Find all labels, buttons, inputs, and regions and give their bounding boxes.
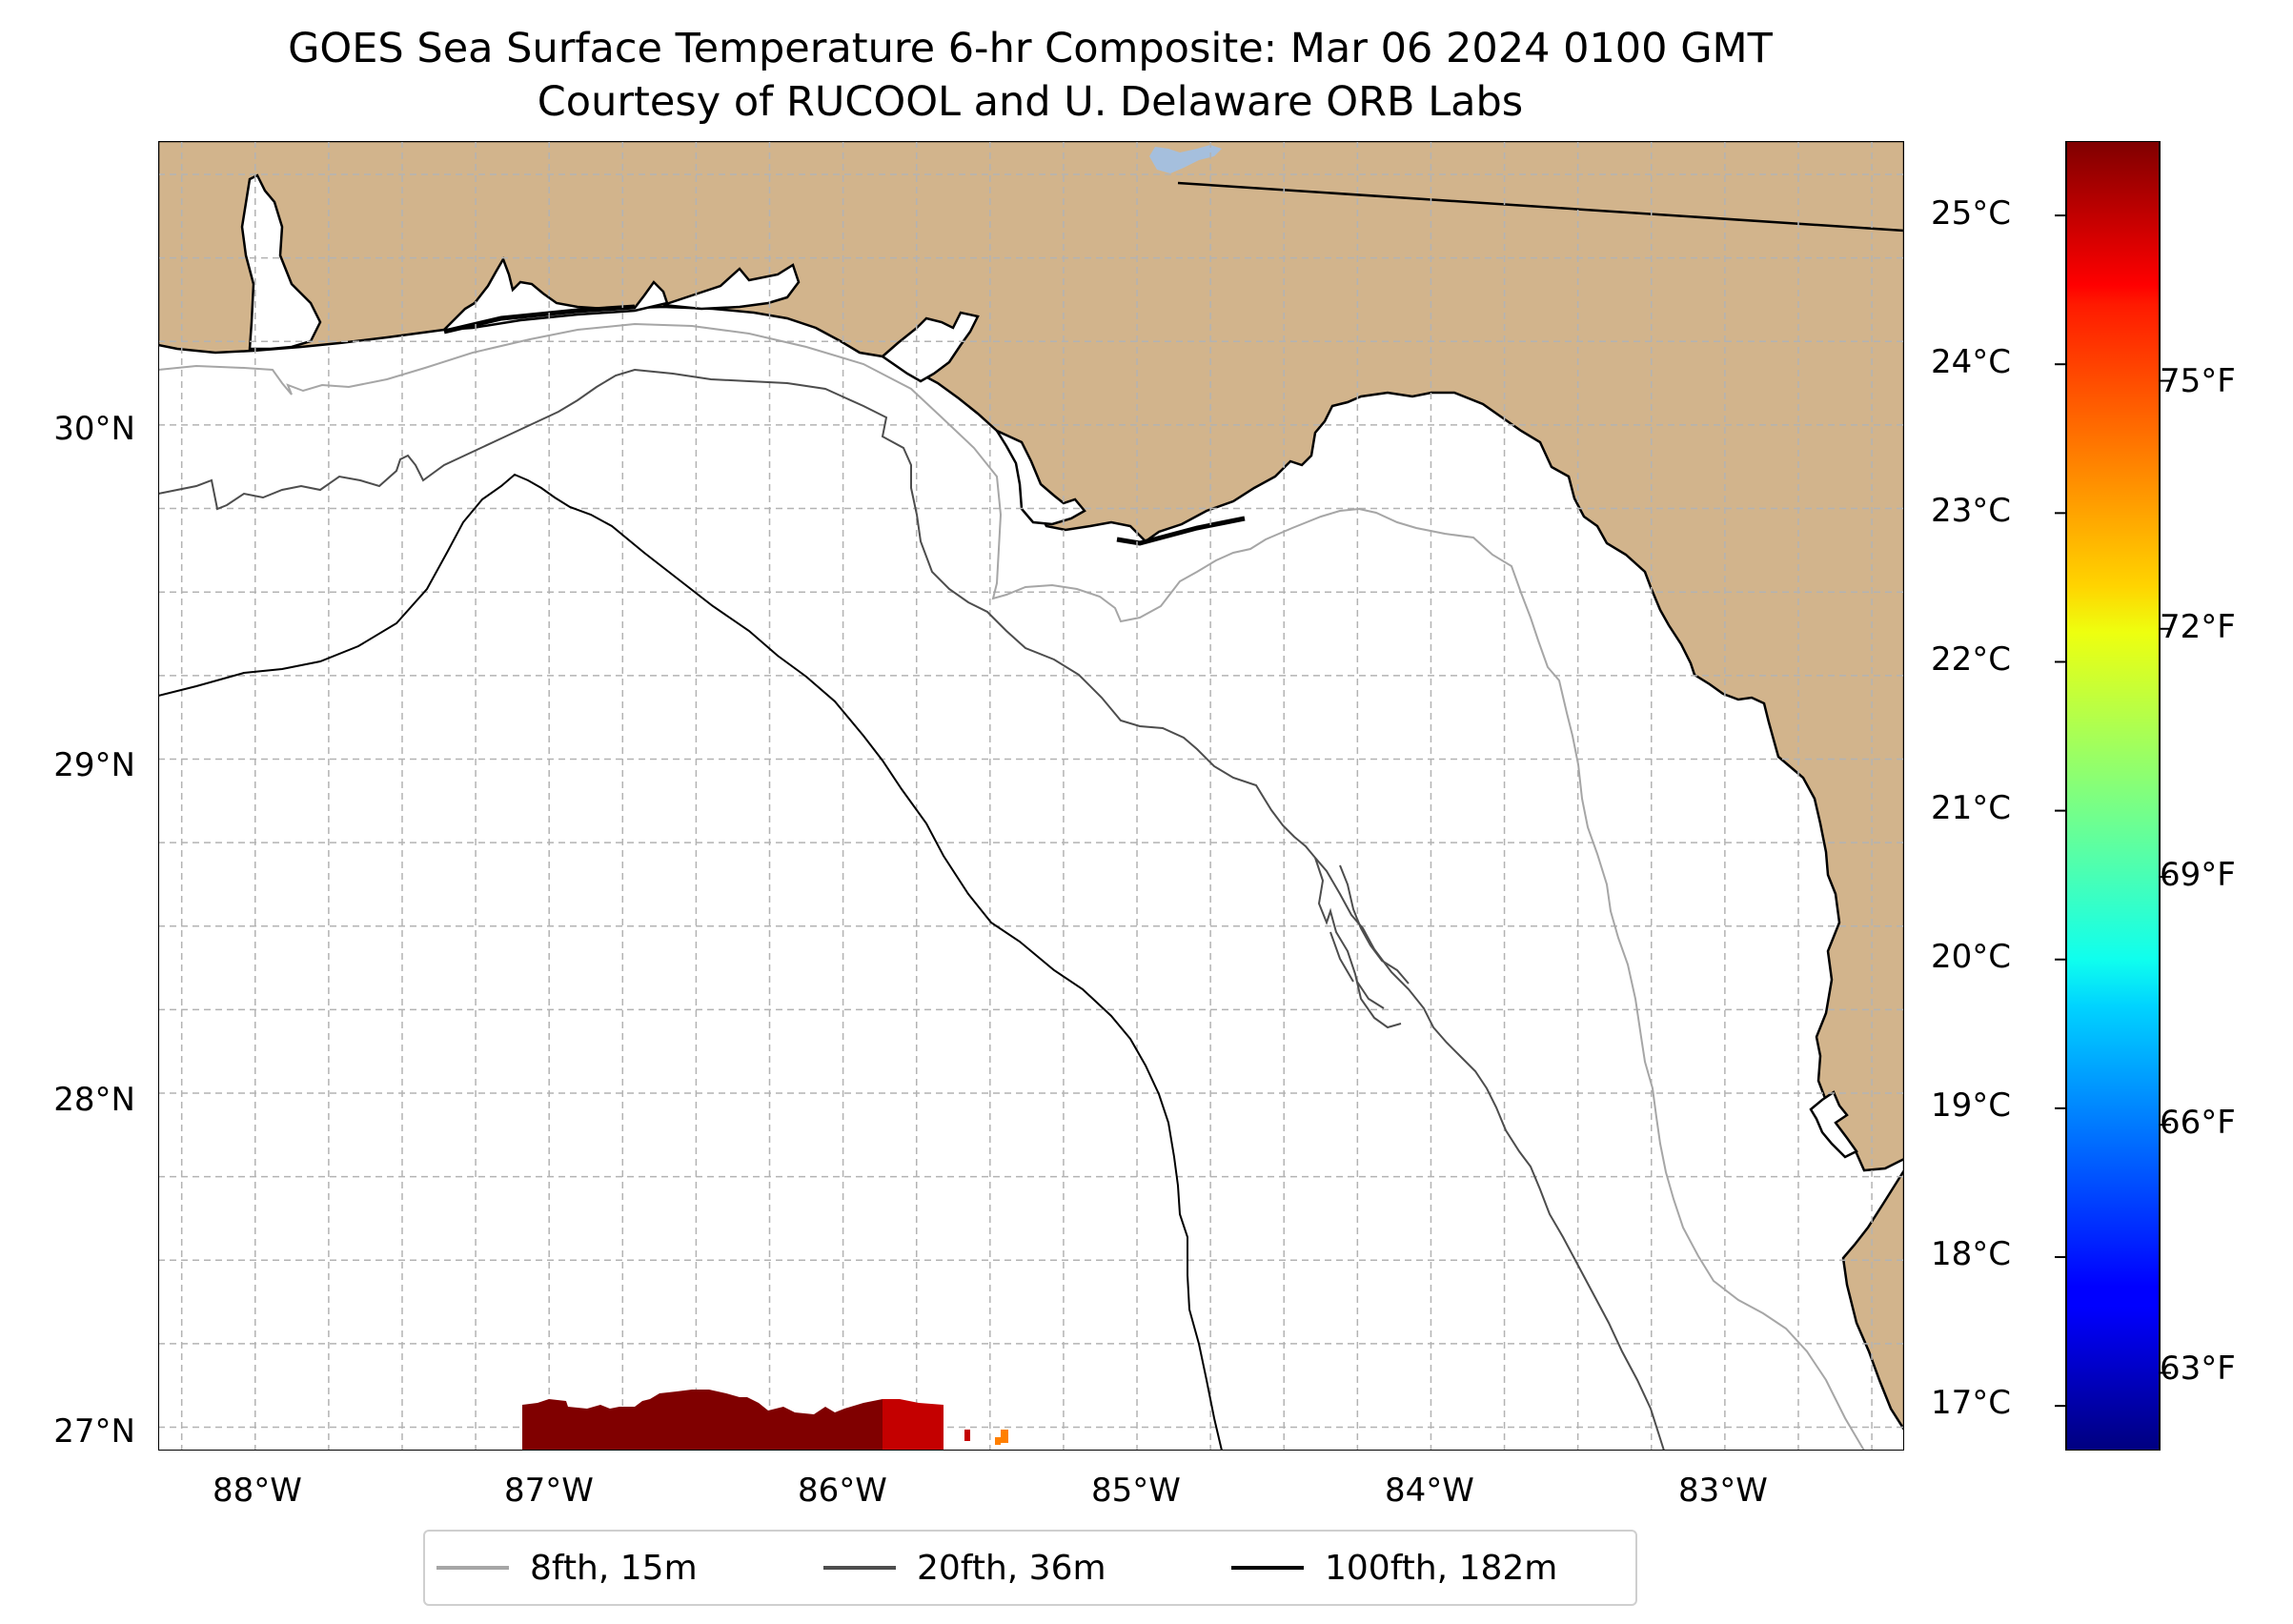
lat-tick-label: 28°N — [53, 1081, 135, 1119]
lon-tick-label: 86°W — [798, 1472, 887, 1510]
barrier-island — [443, 304, 636, 335]
colorbar-fahrenheit-label: 72°F — [2160, 608, 2236, 646]
sst-data-patch — [522, 1390, 1008, 1451]
lat-tick-label: 30°N — [53, 410, 135, 448]
chart-title: GOES Sea Surface Temperature 6-hr Compos… — [288, 25, 1773, 72]
sst-pixel — [964, 1430, 970, 1441]
sst-pixel — [1001, 1430, 1008, 1443]
lat-tick-label: 29°N — [53, 746, 135, 784]
colorbar-celsius-label: 18°C — [1931, 1235, 2012, 1273]
contour-20fth — [158, 368, 1665, 1451]
sst-map — [158, 141, 1904, 1451]
legend: 8fth, 15m 20fth, 36m 100fth, 182m — [423, 1530, 1637, 1606]
colorbar-celsius-label: 22°C — [1931, 640, 2012, 679]
colorbar-fahrenheit-label: 63°F — [2160, 1350, 2236, 1388]
legend-swatch — [823, 1566, 896, 1570]
lon-tick-label: 85°W — [1091, 1472, 1181, 1510]
colorbar-gradient — [2065, 141, 2161, 1451]
lon-tick-label: 87°W — [504, 1472, 594, 1510]
barrier-island — [1116, 516, 1246, 546]
sst-warm-region — [522, 1390, 883, 1451]
contour-100fth — [158, 473, 1223, 1451]
legend-label: 8fth, 15m — [530, 1548, 698, 1588]
colorbar-fahrenheit-label: 69°F — [2160, 856, 2236, 894]
colorbar-celsius-label: 17°C — [1931, 1384, 2012, 1422]
state-border — [1177, 181, 1904, 233]
lon-tick-label: 83°W — [1678, 1472, 1768, 1510]
contour-8fth — [158, 322, 1865, 1451]
tampa-bay — [1809, 1090, 1858, 1159]
lon-tick-label: 84°W — [1385, 1472, 1474, 1510]
lake — [1149, 145, 1222, 173]
colorbar-fahrenheit-label: 66°F — [2160, 1104, 2236, 1142]
sst-pixel — [995, 1437, 1001, 1445]
legend-item-20fth: 20fth, 36m — [823, 1532, 1106, 1604]
legend-label: 100fth, 182m — [1325, 1548, 1558, 1588]
lon-tick-label: 88°W — [213, 1472, 302, 1510]
choctawhatchee-bay — [662, 263, 801, 311]
st-andrew-bay — [880, 311, 980, 383]
lat-tick-label: 27°N — [53, 1412, 135, 1451]
colorbar — [2055, 141, 2171, 1451]
colorbar-celsius-label: 25°C — [1931, 194, 2012, 233]
legend-swatch — [1231, 1566, 1304, 1570]
sst-warm-region — [883, 1399, 944, 1451]
colorbar-celsius-label: 24°C — [1931, 343, 2012, 381]
legend-swatch — [436, 1566, 509, 1570]
colorbar-celsius-label: 20°C — [1931, 938, 2012, 976]
colorbar-celsius-label: 19°C — [1931, 1086, 2012, 1125]
legend-item-8fth: 8fth, 15m — [436, 1532, 698, 1604]
pensacola-bay — [440, 256, 669, 332]
contour-20fth-islands — [1314, 857, 1410, 1029]
colorbar-fahrenheit-label: 75°F — [2160, 362, 2236, 400]
colorbar-celsius-label: 23°C — [1931, 492, 2012, 530]
legend-label: 20fth, 36m — [917, 1548, 1106, 1588]
legend-item-100fth: 100fth, 182m — [1231, 1532, 1557, 1604]
colorbar-celsius-label: 21°C — [1931, 789, 2012, 827]
apalachicola-bay — [993, 428, 1086, 526]
chart-subtitle: Courtesy of RUCOOL and U. Delaware ORB L… — [537, 78, 1524, 126]
